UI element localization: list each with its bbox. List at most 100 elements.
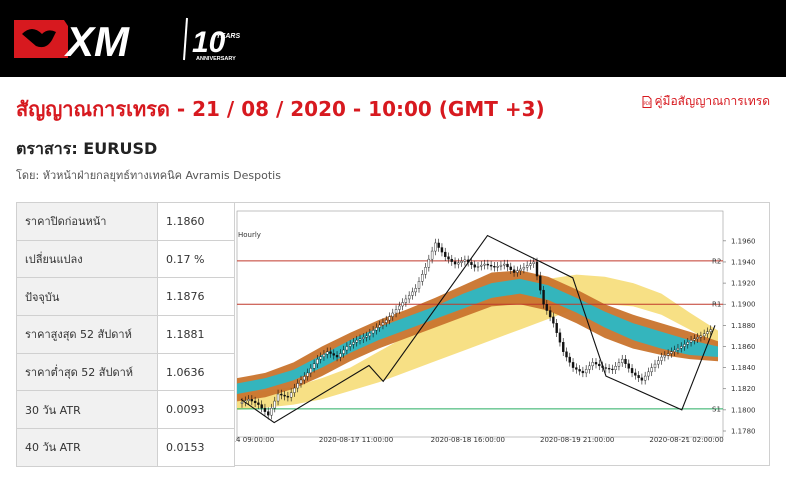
candle-body <box>280 393 283 396</box>
candle-body <box>430 250 434 260</box>
candle-body <box>450 258 453 262</box>
xm-logo[interactable]: XM 10 YEARS ANNIVERSARY <box>12 12 252 64</box>
candle-body <box>473 264 476 268</box>
candle-body <box>650 367 653 373</box>
candle-body <box>312 363 316 369</box>
candle-body <box>260 404 263 409</box>
candle-body <box>362 337 365 339</box>
candle-body <box>427 258 431 268</box>
candle-body <box>506 263 509 268</box>
candle-body <box>440 247 444 253</box>
candle-body <box>306 372 309 377</box>
candle-body <box>591 362 594 367</box>
candle-body <box>273 400 276 409</box>
pdf-icon: PDF <box>642 95 651 108</box>
candle-body <box>309 368 313 374</box>
candle-body <box>643 375 647 381</box>
signals-guide-label: คู่มือสัญญาณการเทรด <box>654 94 771 108</box>
stats-row: 30 วัน ATR 0.0093 <box>16 390 235 430</box>
candle-body <box>355 339 358 343</box>
candle-body <box>689 339 693 343</box>
candle-body <box>335 355 339 358</box>
candle-body <box>414 288 417 293</box>
candle-body <box>548 310 552 318</box>
stat-label: เปลี่ยนแปลง <box>16 239 158 279</box>
signals-guide-link[interactable]: PDF คู่มือสัญญาณการเทรด <box>642 92 771 111</box>
stat-value: 1.1876 <box>157 277 235 317</box>
candle-body <box>552 316 555 324</box>
stats-row: ราคาปิดก่อนหน้า 1.1860 <box>16 202 235 241</box>
candle-body <box>558 332 562 343</box>
candle-body <box>489 264 493 267</box>
candle-body <box>250 399 254 402</box>
candle-body <box>421 274 424 282</box>
candle-body <box>476 266 480 268</box>
candle-body <box>680 346 683 349</box>
candle-body <box>434 242 437 252</box>
candle-body <box>614 366 617 370</box>
candle-body <box>391 312 394 317</box>
candle-body <box>401 302 404 307</box>
y-tick-label: 1.1940 <box>731 258 756 266</box>
candle-body <box>630 368 634 374</box>
candle-body <box>394 309 398 314</box>
zigzag-line <box>240 234 716 424</box>
candle-body <box>637 375 640 379</box>
candle-body <box>666 353 670 356</box>
candle-body <box>611 368 614 371</box>
stat-value: 0.17 % <box>157 239 235 279</box>
candle-body <box>371 330 375 334</box>
fast-band-outer <box>237 270 718 402</box>
candle-body <box>702 333 706 337</box>
candle-body <box>257 402 260 405</box>
y-tick-label: 1.1780 <box>731 428 756 436</box>
candle-body <box>378 324 381 328</box>
y-tick-label: 1.1840 <box>731 364 756 372</box>
candle-body <box>480 264 483 267</box>
y-tick-label: 1.1900 <box>731 301 756 309</box>
candle-body <box>621 358 624 363</box>
stats-row: ปัจจุบัน 1.1876 <box>16 277 235 317</box>
x-tick-label: 2020-08-17 11:00:00 <box>319 436 393 444</box>
stat-label: ราคาสูงสุด 52 สัปดาห์ <box>16 315 158 354</box>
stats-row: เปลี่ยนแปลง 0.17 % <box>16 239 235 279</box>
candle-body <box>581 370 585 374</box>
candle-body <box>617 362 621 367</box>
candle-body <box>634 372 637 376</box>
badge-number: 10 <box>192 26 226 59</box>
candle-body <box>640 377 644 381</box>
candle-body <box>289 392 293 398</box>
candle-body <box>283 394 286 397</box>
candle-body <box>542 289 545 305</box>
y-tick-label: 1.1820 <box>731 385 756 393</box>
stat-label: 40 วัน ATR <box>16 428 158 467</box>
candle-body <box>365 335 368 338</box>
candle-body <box>532 261 535 264</box>
candle-body <box>240 401 244 404</box>
candle-body <box>267 411 270 416</box>
candle-body <box>509 266 512 270</box>
candle-body <box>316 358 319 364</box>
stats-table: ราคาปิดก่อนหน้า 1.1860 เปลี่ยนแปลง 0.17 % ปั… <box>16 202 235 467</box>
stat-label: ปัจจุบัน <box>16 277 158 317</box>
candle-body <box>627 363 630 369</box>
candle-body <box>575 367 578 370</box>
candle-body <box>683 344 686 347</box>
stat-value: 1.1881 <box>157 315 235 354</box>
candle-body <box>319 356 322 360</box>
candle-body <box>322 354 326 357</box>
candle-body <box>358 338 362 341</box>
author-line: โดย: หัวหน้าฝ่ายกลยุทธ์ทางเทคนิค Avramis… <box>16 169 281 182</box>
stat-value: 1.1860 <box>157 202 235 241</box>
candle-body <box>253 400 257 404</box>
candle-body <box>375 327 378 331</box>
candle-body <box>686 342 689 345</box>
candle-body <box>483 263 486 266</box>
candle-body <box>460 261 463 263</box>
candle-body <box>516 270 519 273</box>
candle-body <box>660 356 663 361</box>
stat-label: ราคาต่ำสุด 52 สัปดาห์ <box>16 352 158 392</box>
candle-body <box>303 376 306 381</box>
candle-body <box>676 348 680 351</box>
brand-divider <box>183 17 188 61</box>
